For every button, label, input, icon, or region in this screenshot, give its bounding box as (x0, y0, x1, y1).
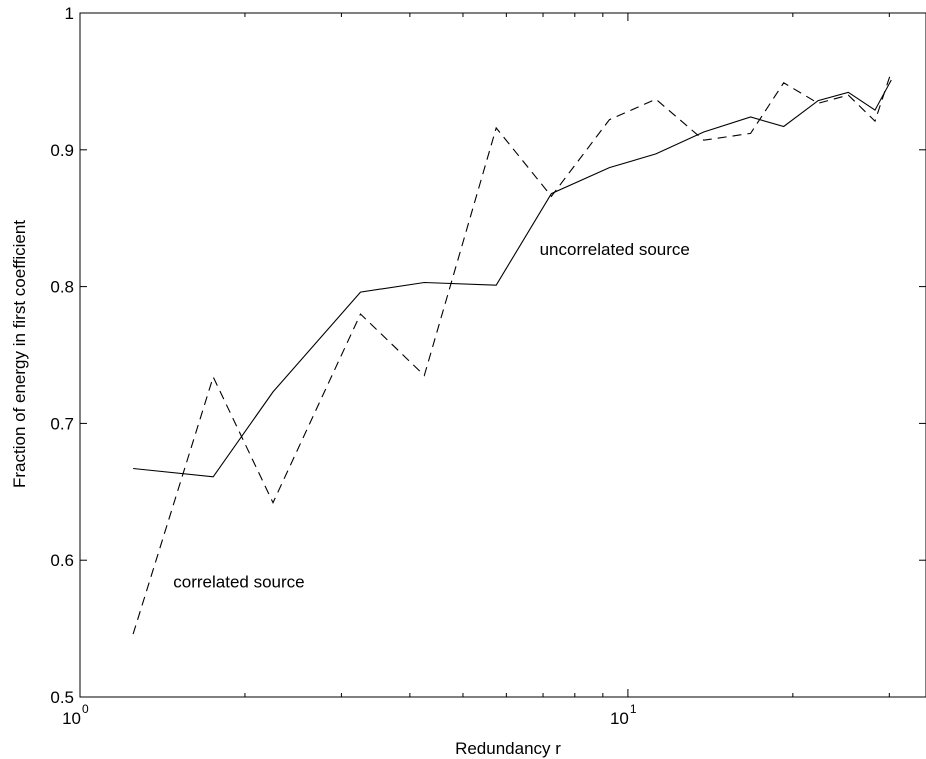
x-tick-exponent: 1 (630, 702, 637, 716)
series-annotation: correlated source (173, 573, 304, 592)
x-tick-label: 10 1 (610, 702, 637, 728)
x-tick-base: 10 (62, 709, 81, 728)
y-tick-label: 1 (65, 4, 74, 23)
annotation-layer: uncorrelated source correlated source (173, 240, 690, 591)
series-line-dashed (132, 71, 892, 635)
y-tick-label: 0.9 (50, 141, 74, 160)
series-line-solid (133, 79, 892, 478)
y-tick-label: 0.8 (50, 278, 74, 297)
y-tick-label: 0.5 (50, 688, 74, 707)
y-tick-label: 0.7 (50, 414, 74, 433)
y-axis-label: Fraction of energy in first coefficient (10, 220, 29, 488)
series-annotation: uncorrelated source (540, 240, 690, 259)
series-layer (132, 71, 892, 635)
x-tick-base: 10 (610, 709, 629, 728)
plot-area-frame (79, 12, 926, 698)
x-tick-label: 10 0 (62, 702, 89, 728)
x-axis: 10 0 10 1 (62, 13, 890, 728)
x-tick-exponent: 0 (82, 702, 89, 716)
y-axis: 0.5 0.6 0.7 0.8 0.9 1 (50, 4, 926, 707)
y-tick-label: 0.6 (50, 551, 74, 570)
x-axis-label: Redundancy r (455, 739, 561, 758)
